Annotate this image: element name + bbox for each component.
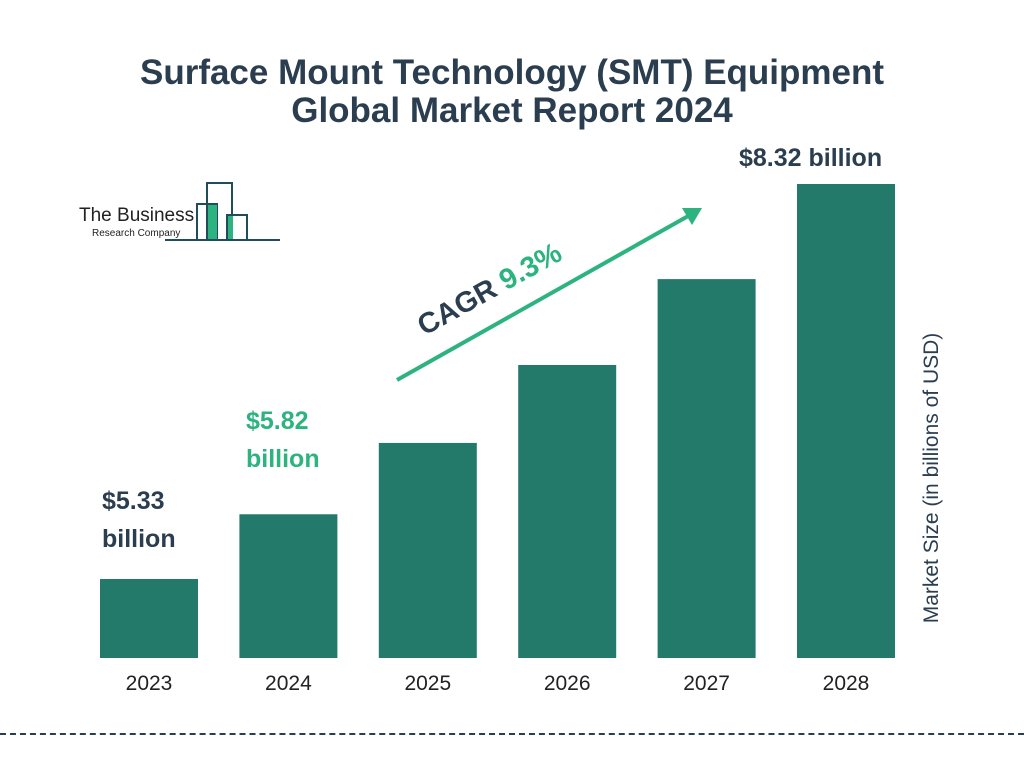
data-label-2028: $8.32 billion — [739, 144, 883, 172]
x-tick-2023: 2023 — [126, 672, 173, 695]
logo-graphic — [165, 182, 280, 241]
bar-2025 — [378, 442, 477, 658]
logo-subtext: Research Company — [92, 228, 181, 239]
y-axis-label: Market Size (in billions of USD) — [920, 332, 943, 624]
bar-2024 — [239, 514, 338, 658]
bar-2028 — [797, 184, 895, 658]
data-label-2023-value: $5.33 — [102, 487, 165, 515]
x-tick-2025: 2025 — [404, 672, 451, 695]
data-label-2024: $5.82 billion — [246, 402, 320, 478]
data-label-2024-value: $5.82 — [246, 407, 309, 435]
chart-title: Surface Mount Technology (SMT) Equipment… — [0, 54, 1024, 130]
data-label-2023: $5.33 billion — [102, 482, 176, 558]
data-label-2023-unit: billion — [102, 525, 176, 553]
x-tick-2026: 2026 — [544, 672, 591, 695]
title-line-2: Global Market Report 2024 — [291, 91, 733, 130]
bar-2023 — [100, 579, 198, 658]
bar-2026 — [518, 364, 617, 658]
divider — [0, 733, 1024, 735]
x-tick-2028: 2028 — [823, 672, 870, 695]
x-tick-2027: 2027 — [683, 672, 730, 695]
data-label-2024-unit: billion — [246, 445, 320, 473]
logo-text: The Business — [79, 205, 195, 226]
bar-2027 — [657, 279, 756, 658]
cagr-arrow — [396, 208, 702, 382]
title-line-1: Surface Mount Technology (SMT) Equipment — [139, 53, 885, 92]
x-tick-2024: 2024 — [265, 672, 312, 695]
